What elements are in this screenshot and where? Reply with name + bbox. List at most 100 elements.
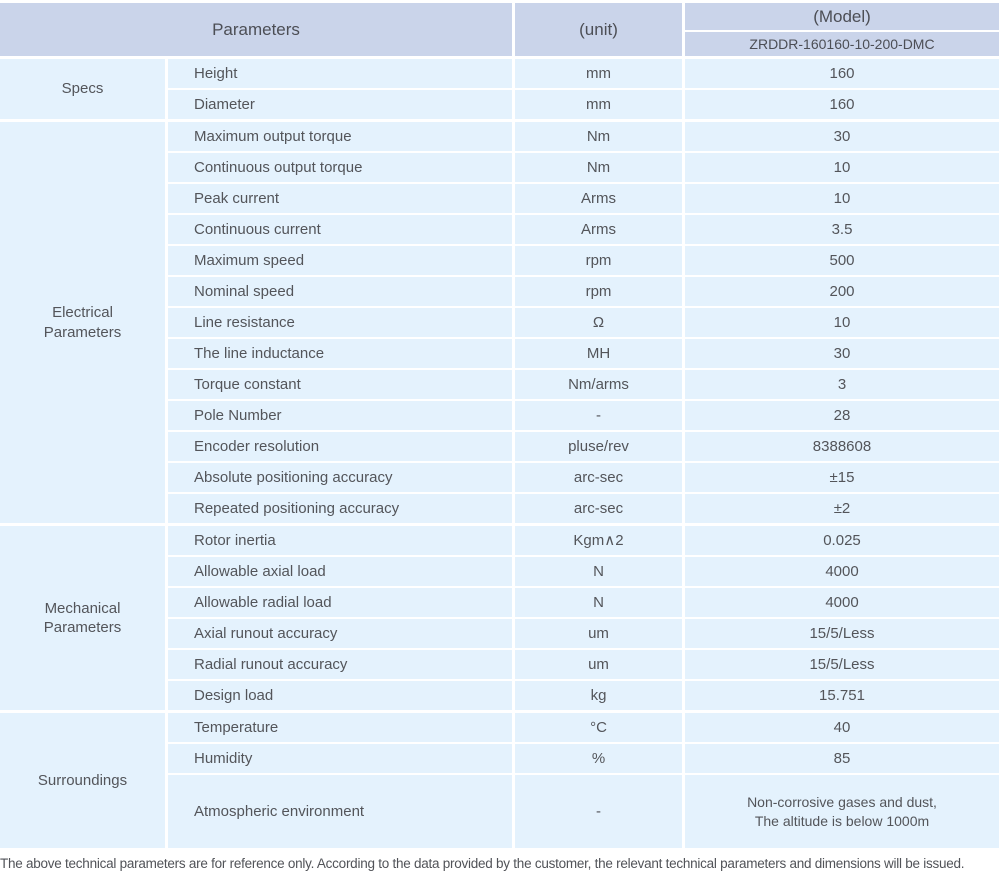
parameter-name: Atmospheric environment	[168, 775, 512, 848]
table-row: Torque constant Nm/arms 3	[168, 370, 999, 399]
parameter-value: 28	[685, 401, 999, 430]
header-model: (Model)	[685, 3, 999, 30]
table-row: Line resistance Ω 10	[168, 308, 999, 337]
table-row: Allowable axial load N 4000	[168, 557, 999, 586]
parameter-value: 85	[685, 744, 999, 773]
parameter-name: Nominal speed	[168, 277, 512, 306]
parameter-unit: rpm	[515, 246, 682, 275]
parameter-unit: Nm	[515, 122, 682, 151]
table-row: Allowable radial load N 4000	[168, 588, 999, 617]
parameter-value: 500	[685, 246, 999, 275]
table-row: Atmospheric environment - Non-corrosive …	[168, 775, 999, 848]
section-rows: Rotor inertia Kgm∧2 0.025 Allowable axia…	[168, 526, 999, 710]
parameter-value: 10	[685, 308, 999, 337]
table-row: Repeated positioning accuracy arc-sec ±2	[168, 494, 999, 523]
parameter-name: Repeated positioning accuracy	[168, 494, 512, 523]
parameter-value: 15/5/Less	[685, 650, 999, 679]
header-parameters: Parameters	[0, 3, 512, 56]
parameter-value: 10	[685, 184, 999, 213]
table-row: Maximum output torque Nm 30	[168, 122, 999, 151]
parameter-unit: MH	[515, 339, 682, 368]
parameter-unit: Nm/arms	[515, 370, 682, 399]
header-model-column: (Model) ZRDDR-160160-10-200-DMC	[685, 3, 999, 56]
parameter-value: 3	[685, 370, 999, 399]
parameter-value: 30	[685, 122, 999, 151]
parameter-name: Torque constant	[168, 370, 512, 399]
parameter-value: 4000	[685, 557, 999, 586]
section-rows: Height mm 160 Diameter mm 160	[168, 59, 999, 119]
parameter-name: Design load	[168, 681, 512, 710]
header-model-number: ZRDDR-160160-10-200-DMC	[685, 32, 999, 56]
parameter-unit: °C	[515, 713, 682, 742]
parameter-unit: pluse/rev	[515, 432, 682, 461]
table-header: Parameters (unit) (Model) ZRDDR-160160-1…	[0, 3, 999, 56]
table-row: Diameter mm 160	[168, 90, 999, 119]
parameter-value: 30	[685, 339, 999, 368]
table-row: Continuous output torque Nm 10	[168, 153, 999, 182]
parameter-name: The line inductance	[168, 339, 512, 368]
parameter-value: Non-corrosive gases and dust, The altitu…	[685, 775, 999, 848]
table-row: Humidity % 85	[168, 744, 999, 773]
parameter-unit: Arms	[515, 215, 682, 244]
reference-note: The above technical parameters are for r…	[0, 856, 965, 871]
parameter-name: Line resistance	[168, 308, 512, 337]
table-body: Specs Height mm 160 Diameter mm 160 Elec…	[0, 59, 999, 848]
table-row: Height mm 160	[168, 59, 999, 88]
section-category: Surroundings	[0, 713, 165, 848]
parameter-unit: mm	[515, 59, 682, 88]
parameter-value: 15/5/Less	[685, 619, 999, 648]
parameter-name: Continuous current	[168, 215, 512, 244]
parameter-unit: N	[515, 588, 682, 617]
parameter-unit: Ω	[515, 308, 682, 337]
parameter-value: ±2	[685, 494, 999, 523]
section-mechanical-parameters: Mechanical Parameters Rotor inertia Kgm∧…	[0, 526, 999, 710]
parameter-name: Allowable radial load	[168, 588, 512, 617]
parameter-unit: kg	[515, 681, 682, 710]
table-row: Temperature °C 40	[168, 713, 999, 742]
parameter-value: 160	[685, 90, 999, 119]
parameter-name: Absolute positioning accuracy	[168, 463, 512, 492]
table-row: Continuous current Arms 3.5	[168, 215, 999, 244]
parameter-name: Maximum output torque	[168, 122, 512, 151]
section-rows: Temperature °C 40 Humidity % 85 Atmosphe…	[168, 713, 999, 848]
parameter-unit: um	[515, 619, 682, 648]
parameter-name: Diameter	[168, 90, 512, 119]
parameter-value: 4000	[685, 588, 999, 617]
section-surroundings: Surroundings Temperature °C 40 Humidity …	[0, 713, 999, 848]
parameter-unit: -	[515, 401, 682, 430]
parameter-name: Height	[168, 59, 512, 88]
parameter-unit: Nm	[515, 153, 682, 182]
parameter-name: Encoder resolution	[168, 432, 512, 461]
parameter-value: 0.025	[685, 526, 999, 555]
table-row: Peak current Arms 10	[168, 184, 999, 213]
parameter-name: Peak current	[168, 184, 512, 213]
parameter-name: Radial runout accuracy	[168, 650, 512, 679]
parameter-value: 3.5	[685, 215, 999, 244]
parameter-name: Rotor inertia	[168, 526, 512, 555]
parameter-value: 200	[685, 277, 999, 306]
parameter-name: Temperature	[168, 713, 512, 742]
section-category: Electrical Parameters	[0, 122, 165, 523]
table-row: Pole Number - 28	[168, 401, 999, 430]
parameter-value: 40	[685, 713, 999, 742]
section-electrical-parameters: Electrical Parameters Maximum output tor…	[0, 122, 999, 523]
parameter-name: Pole Number	[168, 401, 512, 430]
table-row: Absolute positioning accuracy arc-sec ±1…	[168, 463, 999, 492]
table-row: Axial runout accuracy um 15/5/Less	[168, 619, 999, 648]
table-row: Nominal speed rpm 200	[168, 277, 999, 306]
table-row: Design load kg 15.751	[168, 681, 999, 710]
table-row: Radial runout accuracy um 15/5/Less	[168, 650, 999, 679]
parameter-unit: -	[515, 775, 682, 848]
parameter-value: 8388608	[685, 432, 999, 461]
section-specs: Specs Height mm 160 Diameter mm 160	[0, 59, 999, 119]
parameter-unit: um	[515, 650, 682, 679]
section-rows: Maximum output torque Nm 30 Continuous o…	[168, 122, 999, 523]
parameter-unit: %	[515, 744, 682, 773]
parameter-name: Maximum speed	[168, 246, 512, 275]
parameter-name: Humidity	[168, 744, 512, 773]
table-row: The line inductance MH 30	[168, 339, 999, 368]
parameter-unit: mm	[515, 90, 682, 119]
section-category: Mechanical Parameters	[0, 526, 165, 710]
parameter-name: Axial runout accuracy	[168, 619, 512, 648]
